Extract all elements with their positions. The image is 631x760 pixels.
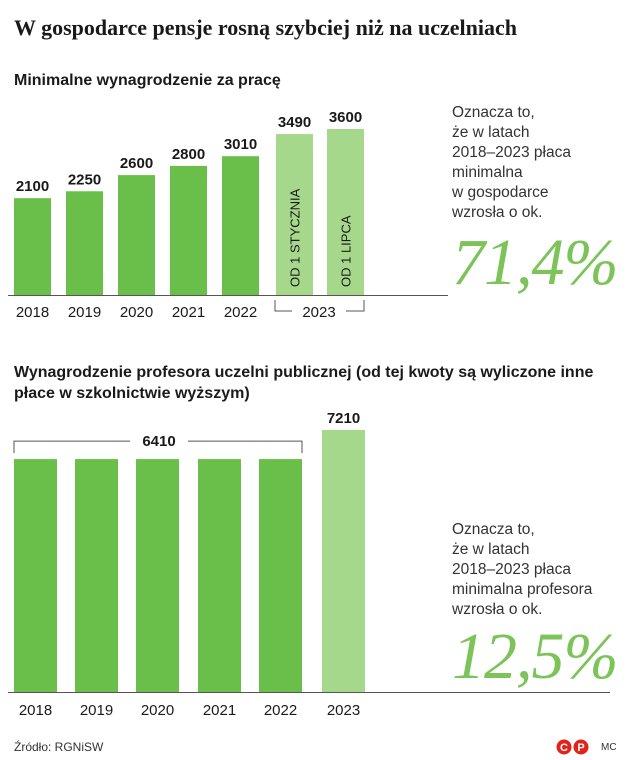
- bar: [66, 191, 103, 295]
- x-tick-label: 2023: [302, 304, 335, 321]
- bar: [327, 129, 364, 295]
- bar: [118, 175, 155, 295]
- bar: [14, 198, 51, 295]
- x-tick-label: 2022: [224, 304, 257, 321]
- svg-text:P: P: [577, 742, 584, 754]
- bar-period-label: OD 1 LIPCA: [339, 215, 354, 287]
- chart2-highlight: 12,5%: [452, 620, 618, 693]
- data-label: 3010: [224, 136, 257, 153]
- bar: [136, 459, 179, 692]
- note-line: wzrosła o ok.: [452, 601, 543, 618]
- svg-text:C: C: [560, 742, 568, 754]
- data-label: 2600: [120, 155, 153, 172]
- copyright-p-icon: C P: [556, 739, 589, 755]
- x-tick-label: 2020: [141, 702, 174, 719]
- x-tick-label: 2021: [172, 304, 205, 321]
- x-tick-label: 2018: [19, 702, 52, 719]
- chart2-title: Wynagrodzenie profesora uczelni publiczn…: [14, 364, 594, 402]
- data-label: 7210: [327, 410, 360, 427]
- professor-salary-chart: 2018 2019 2020 2021 2022 7210 2023 6410: [8, 410, 610, 719]
- data-label: 2800: [172, 146, 205, 163]
- bar: [259, 459, 302, 692]
- note-line: wzrosła o ok.: [452, 204, 543, 221]
- x-tick-label: 2018: [16, 304, 49, 321]
- note-line: w gospodarce: [452, 184, 549, 201]
- bar: [170, 165, 207, 295]
- note-line: Oznacza to,: [452, 521, 535, 538]
- note-line: minimalna: [452, 164, 523, 181]
- x-tick-label: 2023: [327, 702, 360, 719]
- bar-period-label: OD 1 STYCZNIA: [288, 188, 303, 287]
- chart1-highlight: 71,4%: [452, 226, 618, 299]
- bar: [276, 134, 313, 295]
- note-line: minimalna profesora: [452, 581, 593, 598]
- bar: [75, 459, 118, 692]
- bar: [198, 459, 241, 692]
- page-title: W gospodarce pensje rosną szybciej niż n…: [14, 15, 517, 40]
- author-initials: MC: [601, 742, 617, 753]
- data-label: 2100: [16, 178, 49, 195]
- data-label: 3600: [329, 109, 362, 126]
- minimum-wage-chart: 2100 2250 2600 2800 3010 3490 OD 1 STYCZNIA 360…: [8, 109, 448, 321]
- source-note: Źródło: RGNiSW: [14, 740, 104, 754]
- x-tick-label: 2021: [203, 702, 236, 719]
- x-tick-label: 2020: [120, 304, 153, 321]
- x-tick-label: 2019: [80, 702, 113, 719]
- note-line: że w latach: [452, 124, 530, 141]
- bracket-2023: [274, 300, 365, 312]
- bar: [322, 430, 365, 692]
- note-line: 2018–2023 płaca: [452, 144, 571, 161]
- bar: [222, 156, 259, 295]
- x-tick-label: 2022: [264, 702, 297, 719]
- group-label: 6410: [142, 433, 175, 450]
- bar: [14, 459, 57, 692]
- chart1-note: Oznacza to, że w latach 2018–2023 płaca min…: [452, 103, 571, 223]
- chart2-note: Oznacza to, że w latach 2018–2023 płaca min…: [452, 520, 592, 620]
- chart1-title: Minimalne wynagrodzenie za pracę: [14, 72, 281, 89]
- note-line: Oznacza to,: [452, 104, 535, 121]
- note-line: 2018–2023 płaca: [452, 561, 571, 578]
- data-label: 3490: [278, 114, 311, 131]
- data-label: 2250: [68, 171, 101, 188]
- note-line: że w latach: [452, 541, 530, 558]
- x-tick-label: 2019: [68, 304, 101, 321]
- group-bracket: [13, 440, 303, 454]
